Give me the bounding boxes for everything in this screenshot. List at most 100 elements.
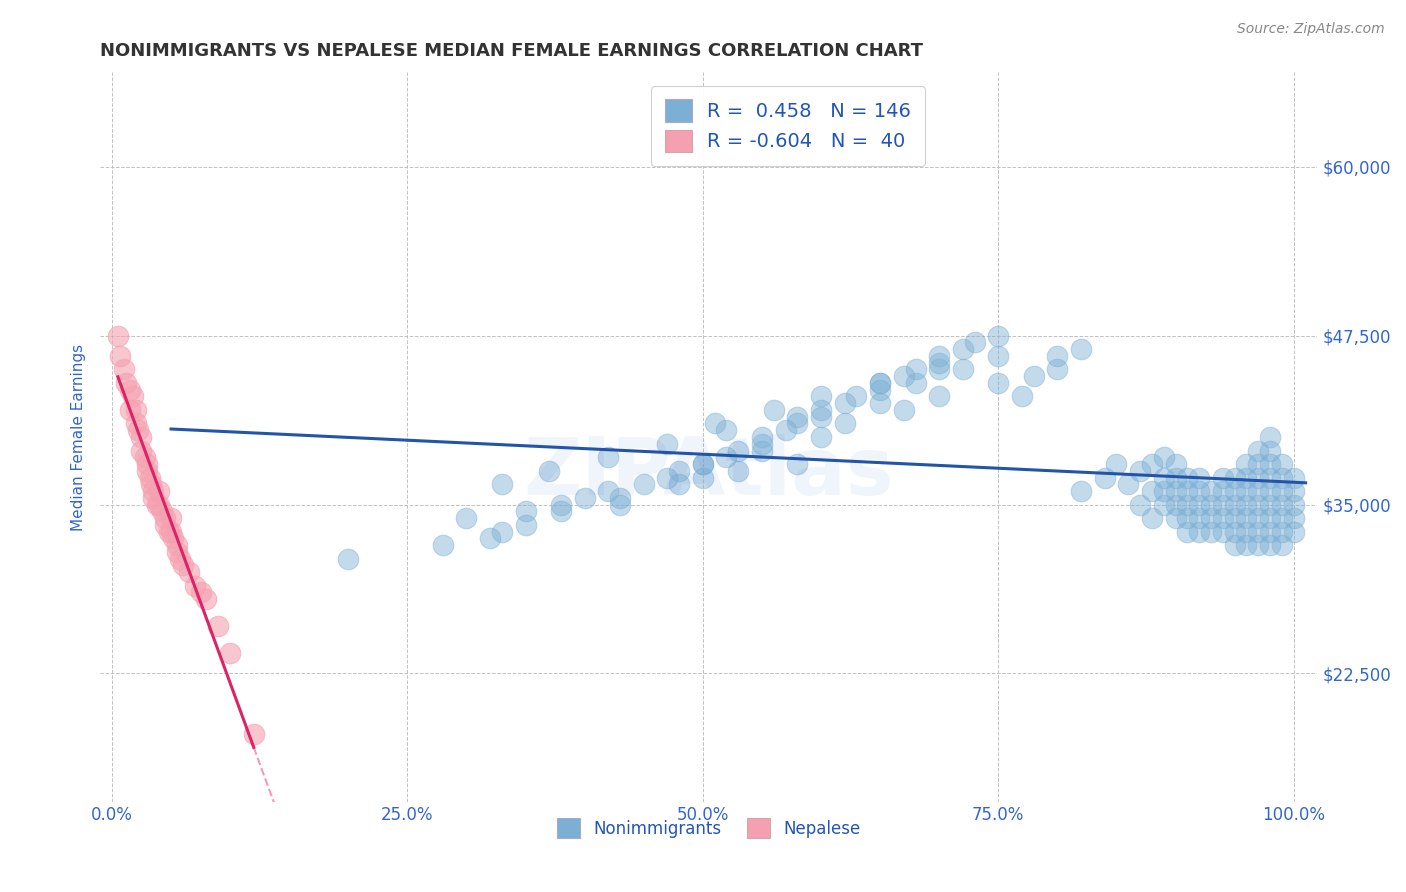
Point	[169, 551, 191, 566]
Point	[716, 450, 738, 465]
Point	[1140, 511, 1163, 525]
Point	[657, 470, 679, 484]
Point	[136, 457, 159, 471]
Point	[1164, 483, 1187, 498]
Legend: Nonimmigrants, Nepalese: Nonimmigrants, Nepalese	[550, 812, 868, 845]
Point	[1011, 389, 1033, 403]
Point	[1177, 524, 1199, 539]
Point	[1212, 470, 1234, 484]
Point	[893, 403, 915, 417]
Point	[1177, 498, 1199, 512]
Point	[1258, 430, 1281, 444]
Point	[1164, 498, 1187, 512]
Point	[219, 646, 242, 660]
Point	[1236, 538, 1258, 552]
Point	[786, 457, 808, 471]
Point	[904, 376, 927, 390]
Point	[1199, 524, 1222, 539]
Point	[1153, 470, 1175, 484]
Point	[153, 511, 176, 525]
Point	[432, 538, 454, 552]
Point	[1223, 498, 1246, 512]
Point	[157, 524, 180, 539]
Point	[122, 389, 145, 403]
Point	[131, 443, 153, 458]
Point	[716, 423, 738, 437]
Text: ZIPAtlas: ZIPAtlas	[523, 434, 894, 513]
Point	[1258, 511, 1281, 525]
Point	[1212, 511, 1234, 525]
Point	[751, 430, 773, 444]
Point	[1258, 498, 1281, 512]
Point	[810, 389, 832, 403]
Point	[727, 464, 749, 478]
Point	[1164, 470, 1187, 484]
Point	[1177, 483, 1199, 498]
Point	[1105, 457, 1128, 471]
Point	[869, 383, 891, 397]
Point	[479, 531, 502, 545]
Point	[1282, 511, 1305, 525]
Point	[456, 511, 478, 525]
Point	[1247, 457, 1270, 471]
Point	[786, 409, 808, 424]
Point	[963, 335, 986, 350]
Point	[177, 565, 200, 579]
Point	[987, 349, 1010, 363]
Point	[1188, 470, 1211, 484]
Point	[491, 524, 513, 539]
Point	[1046, 362, 1069, 376]
Point	[190, 585, 212, 599]
Point	[1223, 524, 1246, 539]
Point	[845, 389, 868, 403]
Point	[160, 511, 183, 525]
Point	[1271, 483, 1294, 498]
Point	[952, 343, 974, 357]
Point	[598, 483, 620, 498]
Point	[1236, 511, 1258, 525]
Point	[893, 369, 915, 384]
Point	[1070, 343, 1092, 357]
Point	[1247, 538, 1270, 552]
Point	[134, 450, 156, 465]
Point	[869, 376, 891, 390]
Point	[166, 545, 188, 559]
Point	[609, 491, 631, 505]
Point	[1258, 470, 1281, 484]
Point	[952, 362, 974, 376]
Point	[153, 517, 176, 532]
Point	[1247, 470, 1270, 484]
Point	[692, 470, 714, 484]
Point	[810, 403, 832, 417]
Point	[1177, 511, 1199, 525]
Point	[727, 443, 749, 458]
Point	[1070, 483, 1092, 498]
Point	[703, 417, 725, 431]
Point	[1223, 538, 1246, 552]
Point	[1188, 524, 1211, 539]
Point	[1022, 369, 1045, 384]
Point	[869, 376, 891, 390]
Point	[515, 504, 537, 518]
Point	[928, 356, 950, 370]
Point	[1271, 511, 1294, 525]
Point	[751, 443, 773, 458]
Point	[1129, 464, 1152, 478]
Point	[1282, 483, 1305, 498]
Point	[1212, 498, 1234, 512]
Point	[515, 517, 537, 532]
Text: Source: ZipAtlas.com: Source: ZipAtlas.com	[1237, 22, 1385, 37]
Point	[1247, 524, 1270, 539]
Point	[928, 362, 950, 376]
Point	[1258, 457, 1281, 471]
Point	[1153, 450, 1175, 465]
Point	[762, 403, 785, 417]
Point	[195, 592, 218, 607]
Point	[1258, 483, 1281, 498]
Point	[1271, 457, 1294, 471]
Point	[810, 409, 832, 424]
Point	[1188, 511, 1211, 525]
Point	[786, 417, 808, 431]
Point	[172, 558, 194, 573]
Point	[904, 362, 927, 376]
